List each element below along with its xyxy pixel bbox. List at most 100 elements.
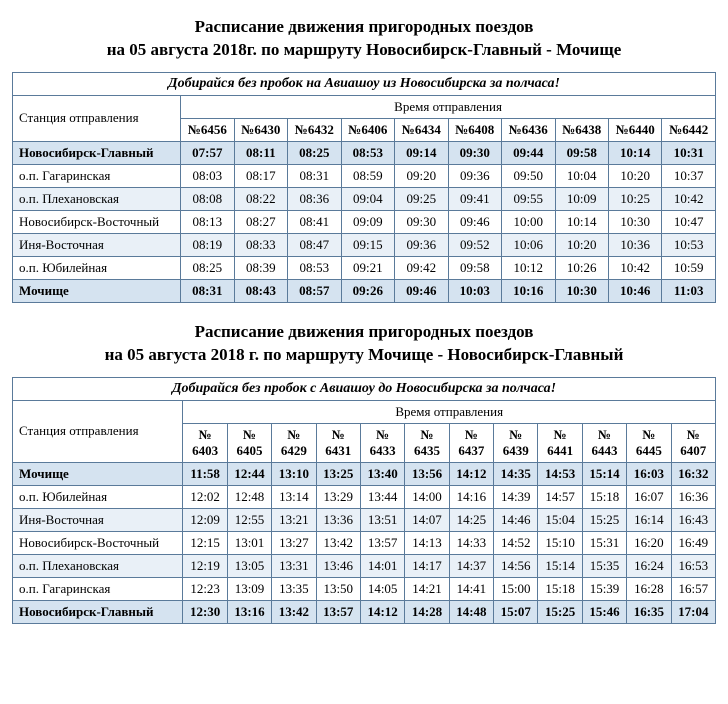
time-cell: 08:11: [234, 141, 287, 164]
time-cell: 15:39: [582, 577, 626, 600]
time-cell: 15:14: [538, 554, 582, 577]
time-cell: 14:01: [360, 554, 404, 577]
time-cell: 10:12: [502, 256, 555, 279]
time-cell: 15:18: [538, 577, 582, 600]
banner: Добирайся без пробок с Авиашоу до Новоси…: [13, 377, 716, 400]
time-cell: 14:39: [494, 485, 538, 508]
schedule-table-2: Добирайся без пробок с Авиашоу до Новоси…: [12, 377, 716, 624]
time-cell: 16:28: [627, 577, 671, 600]
time-cell: 13:09: [227, 577, 271, 600]
time-cell: 09:36: [395, 233, 448, 256]
time-cell: 08:36: [288, 187, 341, 210]
train-number: №6408: [448, 118, 501, 141]
station-name: Иня-Восточная: [13, 233, 181, 256]
time-cell: 13:14: [272, 485, 316, 508]
table-row: о.п. Плехановская12:1913:0513:3113:4614:…: [13, 554, 716, 577]
title-1-line1: Расписание движения пригородных поездов: [195, 17, 534, 36]
time-cell: 14:52: [494, 531, 538, 554]
time-cell: 10:53: [662, 233, 716, 256]
time-cell: 13:21: [272, 508, 316, 531]
time-cell: 09:55: [502, 187, 555, 210]
time-cell: 14:12: [360, 600, 404, 623]
station-header: Станция отправления: [13, 400, 183, 462]
time-cell: 14:05: [360, 577, 404, 600]
time-cell: 10:36: [608, 233, 661, 256]
time-cell: 07:57: [181, 141, 234, 164]
time-cell: 15:14: [582, 462, 626, 485]
train-number: №6440: [608, 118, 661, 141]
time-cell: 09:44: [502, 141, 555, 164]
time-cell: 15:00: [494, 577, 538, 600]
title-2-line1: Расписание движения пригородных поездов: [195, 322, 534, 341]
time-cell: 16:20: [627, 531, 671, 554]
time-cell: 14:48: [449, 600, 493, 623]
time-cell: 09:09: [341, 210, 394, 233]
time-cell: 13:51: [360, 508, 404, 531]
train-number: №6403: [183, 423, 227, 462]
time-cell: 08:57: [288, 279, 341, 302]
station-name: Новосибирск-Главный: [13, 141, 181, 164]
time-cell: 10:46: [608, 279, 661, 302]
time-cell: 10:20: [608, 164, 661, 187]
time-cell: 12:23: [183, 577, 227, 600]
time-cell: 10:14: [608, 141, 661, 164]
table-row: Новосибирск-Восточный08:1308:2708:4109:0…: [13, 210, 716, 233]
title-2-line2: на 05 августа 2018 г. по маршруту Мочище…: [105, 345, 624, 364]
train-number: №6456: [181, 118, 234, 141]
time-cell: 14:53: [538, 462, 582, 485]
time-cell: 16:49: [671, 531, 715, 554]
time-cell: 15:04: [538, 508, 582, 531]
table-row: Иня-Восточная12:0912:5513:2113:3613:5114…: [13, 508, 716, 531]
time-cell: 10:20: [555, 233, 608, 256]
station-name: Мочище: [13, 462, 183, 485]
time-cell: 10:25: [608, 187, 661, 210]
table-row: Мочище11:5812:4413:1013:2513:4013:5614:1…: [13, 462, 716, 485]
time-cell: 10:03: [448, 279, 501, 302]
station-name: Новосибирск-Восточный: [13, 210, 181, 233]
time-cell: 08:59: [341, 164, 394, 187]
time-cell: 08:53: [288, 256, 341, 279]
time-cell: 09:42: [395, 256, 448, 279]
time-cell: 15:31: [582, 531, 626, 554]
time-cell: 14:17: [405, 554, 449, 577]
station-header: Станция отправления: [13, 95, 181, 141]
station-name: о.п. Плехановская: [13, 554, 183, 577]
time-cell: 15:18: [582, 485, 626, 508]
time-cell: 09:26: [341, 279, 394, 302]
train-number: №6443: [582, 423, 626, 462]
train-number: №6436: [502, 118, 555, 141]
time-cell: 08:33: [234, 233, 287, 256]
time-cell: 08:13: [181, 210, 234, 233]
time-cell: 08:08: [181, 187, 234, 210]
time-cell: 08:39: [234, 256, 287, 279]
time-cell: 14:33: [449, 531, 493, 554]
time-cell: 09:46: [395, 279, 448, 302]
time-cell: 16:24: [627, 554, 671, 577]
time-cell: 15:46: [582, 600, 626, 623]
time-cell: 16:32: [671, 462, 715, 485]
train-number: №6431: [316, 423, 360, 462]
time-cell: 16:36: [671, 485, 715, 508]
table-row: о.п. Юбилейная12:0212:4813:1413:2913:441…: [13, 485, 716, 508]
time-cell: 08:27: [234, 210, 287, 233]
time-cell: 09:41: [448, 187, 501, 210]
title-1: Расписание движения пригородных поездов …: [12, 16, 716, 62]
time-cell: 15:25: [582, 508, 626, 531]
train-number: №6405: [227, 423, 271, 462]
time-cell: 13:57: [360, 531, 404, 554]
time-cell: 10:00: [502, 210, 555, 233]
train-number: №6442: [662, 118, 716, 141]
time-cell: 10:42: [608, 256, 661, 279]
title-2: Расписание движения пригородных поездов …: [12, 321, 716, 367]
time-cell: 08:25: [181, 256, 234, 279]
time-cell: 13:10: [272, 462, 316, 485]
time-cell: 09:20: [395, 164, 448, 187]
time-cell: 08:19: [181, 233, 234, 256]
time-cell: 16:43: [671, 508, 715, 531]
time-cell: 14:37: [449, 554, 493, 577]
time-cell: 13:50: [316, 577, 360, 600]
time-cell: 16:57: [671, 577, 715, 600]
time-cell: 13:46: [316, 554, 360, 577]
banner: Добирайся без пробок на Авиашоу из Новос…: [13, 72, 716, 95]
time-cell: 09:15: [341, 233, 394, 256]
